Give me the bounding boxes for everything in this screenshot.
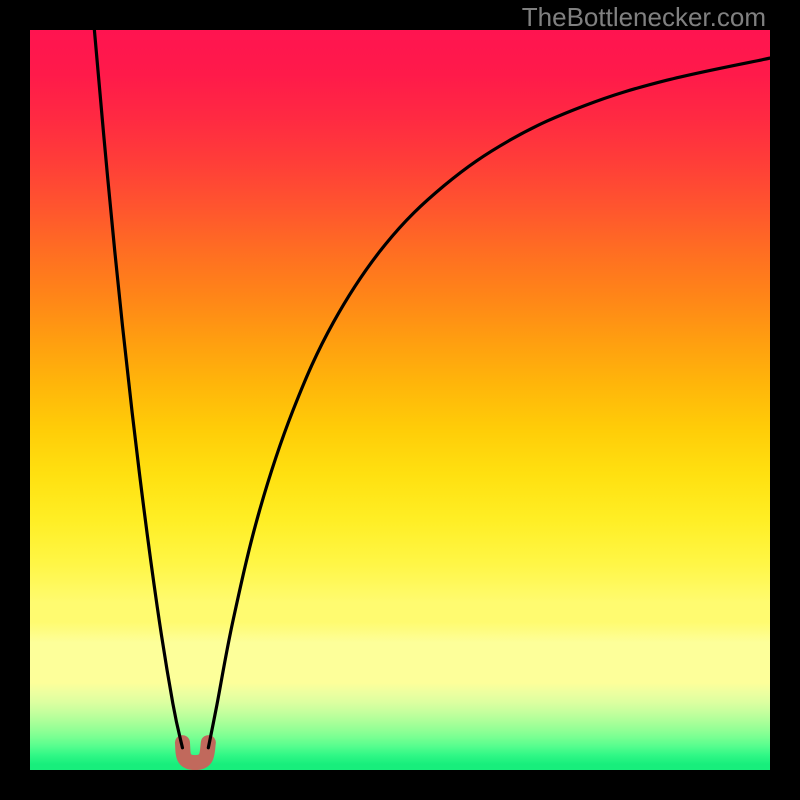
watermark-text: TheBottlenecker.com — [522, 2, 766, 33]
chart-frame: TheBottlenecker.com — [0, 0, 800, 800]
curve-left — [94, 30, 182, 748]
curve-right — [208, 58, 770, 748]
curve-layer — [30, 30, 770, 770]
plot-area — [30, 30, 770, 770]
dip-marker — [182, 743, 208, 763]
